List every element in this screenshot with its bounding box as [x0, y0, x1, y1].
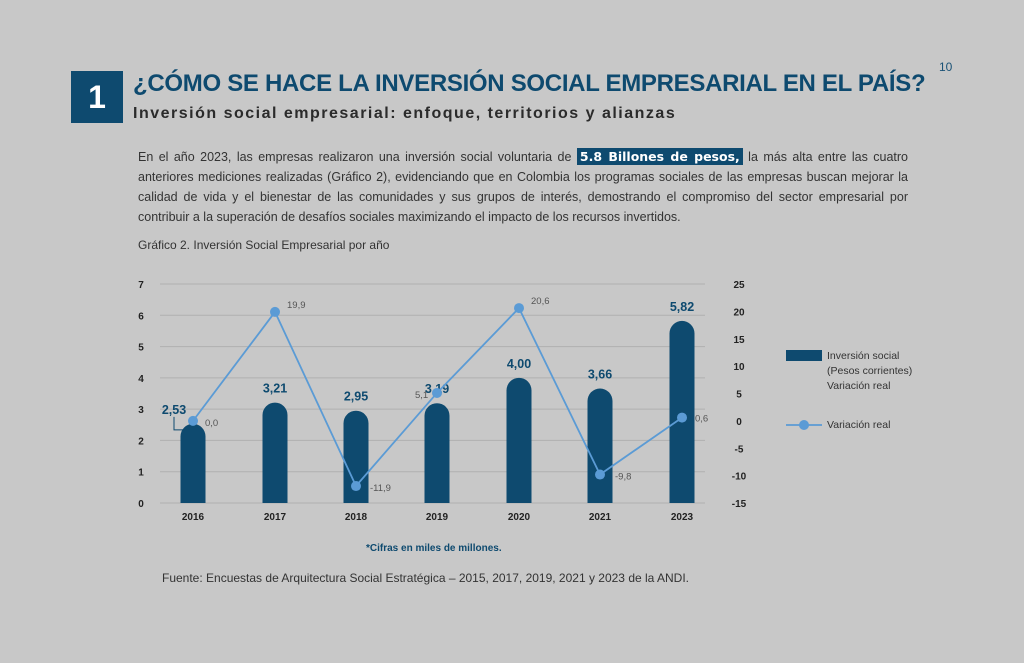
legend-bar-label: Inversión social — [827, 350, 899, 362]
x-tick-label: 2018 — [345, 512, 368, 523]
bar-2019 — [424, 403, 450, 503]
bar-2020 — [506, 377, 532, 503]
line-value-label: 0,0 — [205, 418, 218, 429]
line-point-2018 — [351, 481, 361, 492]
x-tick-label: 2021 — [589, 512, 612, 523]
x-tick-label: 2016 — [182, 512, 205, 523]
bar-value-label: 2,53 — [162, 403, 186, 417]
bar-2021 — [587, 388, 613, 503]
line-point-2019 — [432, 387, 442, 398]
intro-paragraph: En el año 2023, las empresas realizaron … — [138, 147, 908, 227]
y-right-tick-label: -15 — [732, 499, 747, 510]
x-tick-label: 2023 — [671, 512, 694, 523]
y-left-tick-label: 2 — [138, 436, 144, 447]
y-right-tick-label: 10 — [733, 362, 745, 373]
y-left-tick-label: 0 — [138, 499, 144, 510]
line-value-label: -11,9 — [370, 483, 391, 494]
section-number-badge: 1 — [71, 71, 123, 123]
x-tick-label: 2017 — [264, 512, 287, 523]
line-value-label: 0,6 — [695, 414, 708, 425]
y-left-tick-label: 7 — [138, 280, 144, 291]
legend-line-marker — [799, 420, 809, 430]
bar-value-label: 2,95 — [344, 390, 368, 404]
y-right-tick-label: 20 — [733, 307, 745, 318]
highlight-amount: 5.8 Billones de pesos, — [576, 148, 743, 165]
y-right-tick-label: 15 — [733, 335, 745, 346]
line-value-label: 5,1 — [415, 390, 428, 401]
bar-value-label: 5,82 — [670, 300, 694, 314]
bar-2017 — [262, 402, 288, 503]
y-right-tick-label: -10 — [732, 472, 747, 483]
x-tick-label: 2019 — [426, 512, 449, 523]
line-point-2020 — [514, 303, 524, 314]
paragraph-text-before: En el año 2023, las empresas realizaron … — [138, 150, 577, 164]
legend-bar-label: (Pesos corrientes) — [827, 365, 912, 377]
x-tick-label: 2020 — [508, 512, 531, 523]
legend-line-label: Variación real — [827, 419, 890, 431]
y-left-tick-label: 4 — [138, 374, 144, 385]
y-right-tick-label: -5 — [735, 444, 744, 455]
chart-note: *Cifras en miles de millones. — [366, 543, 502, 554]
page-subtitle: Inversión social empresarial: enfoque, t… — [133, 105, 677, 122]
line-point-2021 — [595, 469, 605, 480]
y-left-tick-label: 1 — [138, 468, 144, 479]
page-title: ¿CÓMO SE HACE LA INVERSIÓN SOCIAL EMPRES… — [133, 70, 926, 97]
bar-2016 — [180, 423, 206, 503]
legend-bar-swatch — [786, 350, 822, 361]
line-value-label: 19,9 — [287, 300, 306, 311]
bar-2023 — [669, 320, 695, 503]
y-right-tick-label: 0 — [736, 417, 742, 428]
chart-caption: Gráfico 2. Inversión Social Empresarial … — [138, 238, 390, 252]
line-value-label: -9,8 — [615, 472, 631, 483]
y-left-tick-label: 3 — [138, 405, 144, 416]
bar-value-label: 3,21 — [263, 382, 287, 396]
y-left-tick-label: 6 — [138, 311, 144, 322]
line-point-2016 — [188, 415, 198, 426]
y-right-tick-label: 5 — [736, 390, 742, 401]
y-left-tick-label: 5 — [138, 343, 144, 354]
line-point-2017 — [270, 306, 280, 317]
bar-value-label: 3,66 — [588, 367, 612, 381]
y-right-tick-label: 25 — [733, 280, 745, 291]
label-leader-line — [173, 416, 185, 431]
source-text: Fuente: Encuestas de Arquitectura Social… — [162, 571, 690, 585]
line-value-label: 20,6 — [531, 296, 550, 307]
page-number: 10 — [939, 60, 953, 74]
bar-value-label: 4,00 — [507, 357, 531, 371]
legend-bar-label: Variación real — [827, 380, 890, 392]
line-point-2023 — [677, 412, 687, 423]
paragraph-text-after: la más alta entre las cuatro anteriores … — [138, 150, 908, 224]
